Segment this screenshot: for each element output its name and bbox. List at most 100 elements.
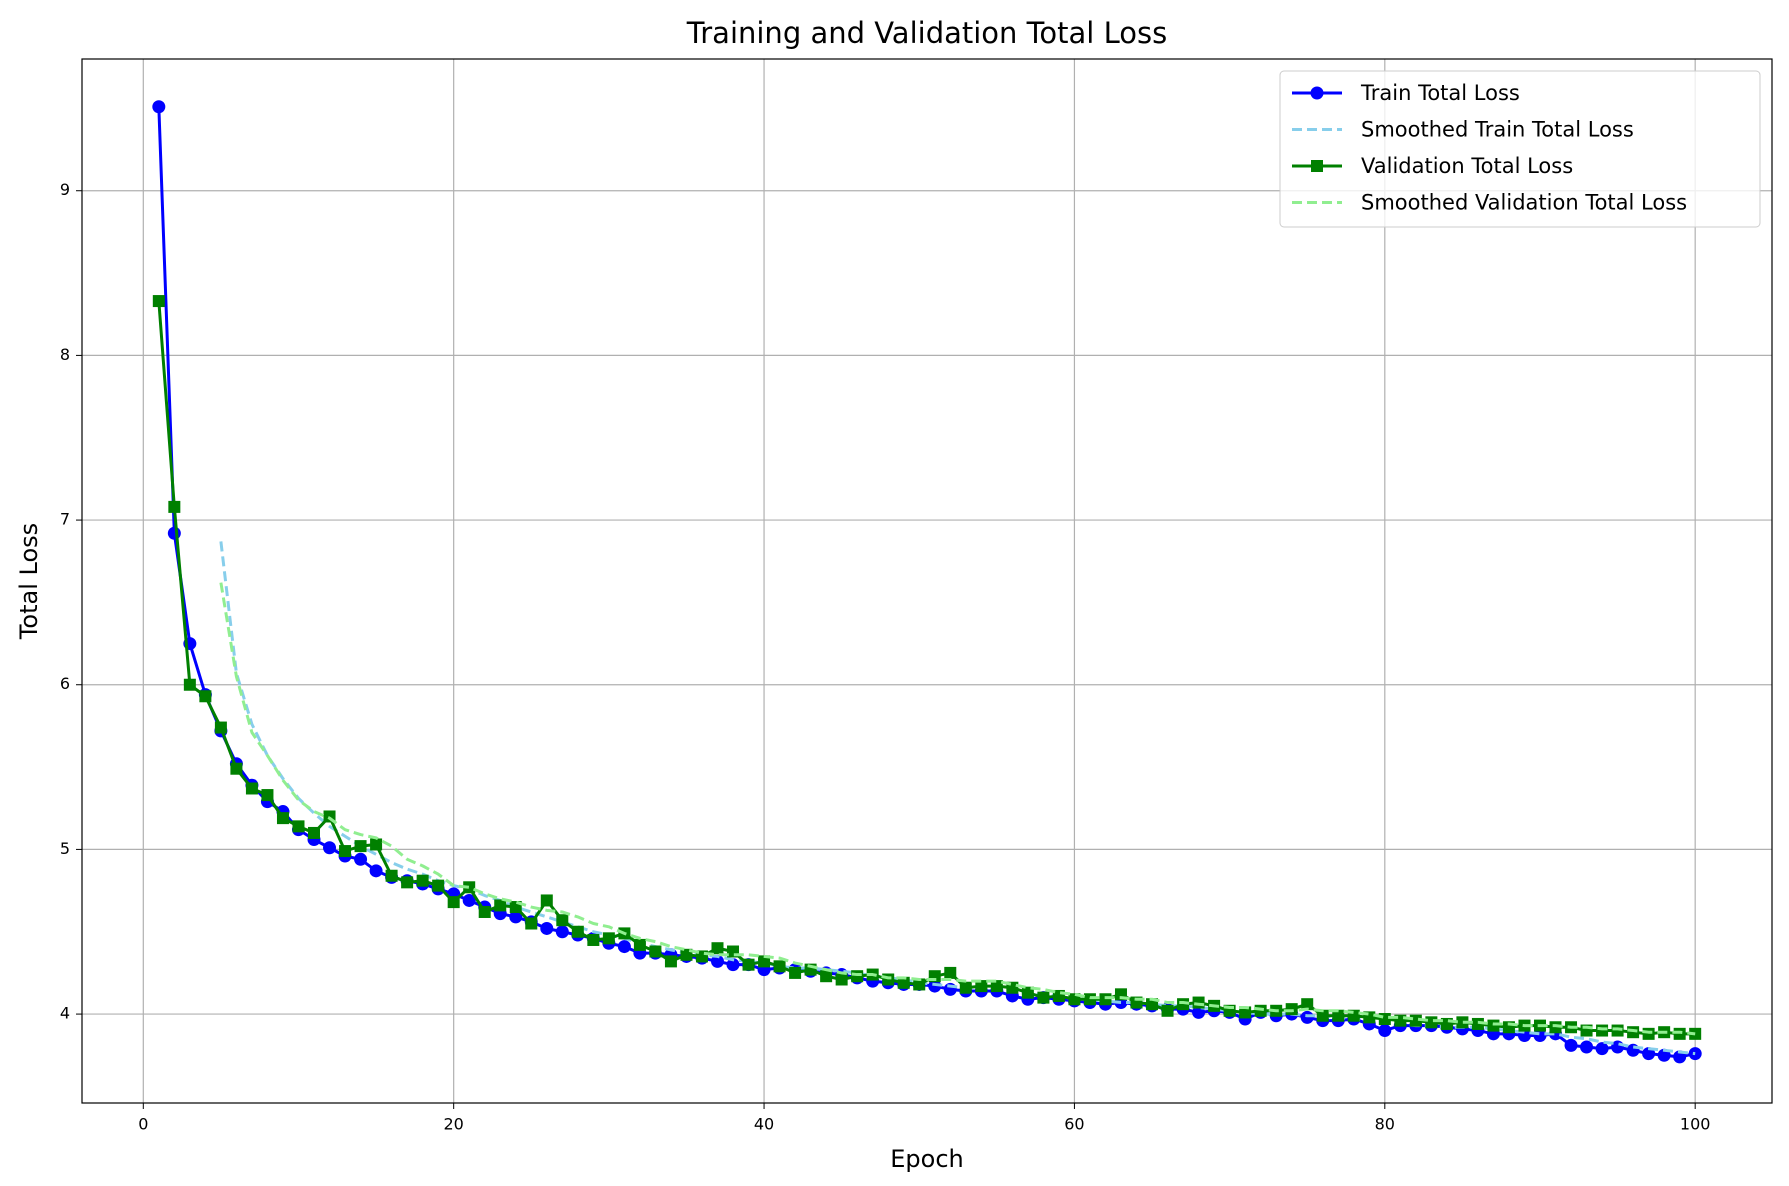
chart-title: Training and Validation Total Loss — [686, 16, 1167, 50]
data-point — [1627, 1026, 1640, 1039]
data-point — [152, 295, 165, 308]
data-point — [773, 960, 786, 973]
data-point — [571, 925, 584, 938]
data-point — [509, 910, 523, 924]
data-point — [555, 925, 569, 939]
data-point — [323, 841, 337, 855]
y-tick-label: 9 — [60, 180, 70, 199]
data-point — [959, 981, 972, 994]
data-point — [1688, 1047, 1702, 1061]
data-point — [789, 966, 802, 979]
data-point — [897, 976, 910, 989]
data-point — [1316, 1009, 1329, 1022]
data-point — [556, 914, 569, 927]
y-tick-label: 6 — [60, 674, 70, 693]
data-point — [820, 970, 833, 983]
data-point — [1285, 1003, 1298, 1016]
data-point — [928, 979, 942, 993]
x-tick-label: 40 — [754, 1115, 774, 1134]
data-point — [726, 958, 740, 972]
y-tick-label: 5 — [60, 839, 70, 858]
data-point — [1161, 1004, 1174, 1017]
data-point — [835, 973, 848, 986]
data-point — [152, 100, 166, 114]
data-point — [990, 980, 1003, 993]
data-point — [1301, 998, 1314, 1011]
data-point — [664, 955, 677, 968]
data-point — [432, 879, 445, 892]
data-point — [1332, 1009, 1345, 1022]
legend-label: Train Total Loss — [1360, 81, 1520, 105]
data-point — [1564, 1038, 1578, 1052]
data-point — [1689, 1027, 1702, 1040]
data-point — [617, 940, 631, 954]
data-point — [261, 789, 274, 802]
y-tick-label: 7 — [60, 510, 70, 529]
data-point — [1487, 1019, 1500, 1032]
data-point — [540, 894, 553, 907]
data-point — [602, 932, 615, 945]
data-point — [1378, 1024, 1392, 1038]
data-point — [1037, 991, 1050, 1004]
data-point — [1580, 1040, 1594, 1054]
data-point — [975, 980, 988, 993]
data-point — [339, 845, 352, 858]
data-point — [1595, 1042, 1609, 1056]
data-point — [1394, 1014, 1407, 1027]
data-point — [370, 838, 383, 851]
y-tick-label: 8 — [60, 345, 70, 364]
data-point — [1239, 1006, 1252, 1019]
data-point — [1409, 1014, 1422, 1027]
y-tick-label: 4 — [60, 1004, 70, 1023]
data-point — [463, 881, 476, 894]
data-point — [416, 874, 429, 887]
data-point — [882, 973, 895, 986]
data-point — [401, 876, 414, 889]
data-point — [308, 826, 321, 839]
legend-label: Validation Total Loss — [1361, 154, 1573, 178]
x-tick-label: 80 — [1375, 1115, 1395, 1134]
legend-box — [1279, 70, 1761, 228]
data-point — [354, 840, 367, 853]
data-point — [540, 921, 554, 935]
data-point — [1378, 1013, 1391, 1026]
data-point — [1021, 986, 1034, 999]
legend-marker — [1310, 86, 1324, 100]
data-point — [742, 958, 755, 971]
legend-label: Smoothed Train Total Loss — [1361, 118, 1634, 142]
x-tick-label: 100 — [1680, 1115, 1711, 1134]
x-axis-label: Epoch — [890, 1145, 964, 1173]
series-line — [219, 582, 1696, 1036]
data-point — [1673, 1027, 1686, 1040]
data-point — [168, 500, 181, 513]
data-point — [1549, 1021, 1562, 1034]
data-point — [944, 966, 957, 979]
data-point — [478, 905, 491, 918]
data-point — [354, 852, 368, 866]
data-point — [230, 762, 243, 775]
data-point — [292, 820, 305, 833]
x-tick-label: 0 — [138, 1115, 148, 1134]
plot-frame — [81, 58, 1773, 1104]
data-point — [183, 678, 196, 691]
data-point — [649, 945, 662, 958]
legend-label: Smoothed Validation Total Loss — [1361, 191, 1687, 215]
data-point — [710, 954, 724, 968]
data-point — [1300, 1010, 1314, 1024]
data-point — [1099, 993, 1112, 1006]
data-point — [1642, 1027, 1655, 1040]
data-point — [587, 933, 600, 946]
data-point — [245, 782, 258, 795]
data-point — [1626, 1043, 1640, 1057]
data-point — [1456, 1016, 1469, 1029]
y-axis-label: Total Loss — [15, 523, 43, 640]
data-point — [385, 869, 398, 882]
data-point — [758, 955, 771, 968]
x-tick-label: 60 — [1064, 1115, 1084, 1134]
data-point — [167, 526, 181, 540]
data-point — [462, 893, 476, 907]
legend-marker — [1311, 160, 1323, 172]
data-point — [913, 978, 926, 991]
data-point — [1083, 993, 1096, 1006]
